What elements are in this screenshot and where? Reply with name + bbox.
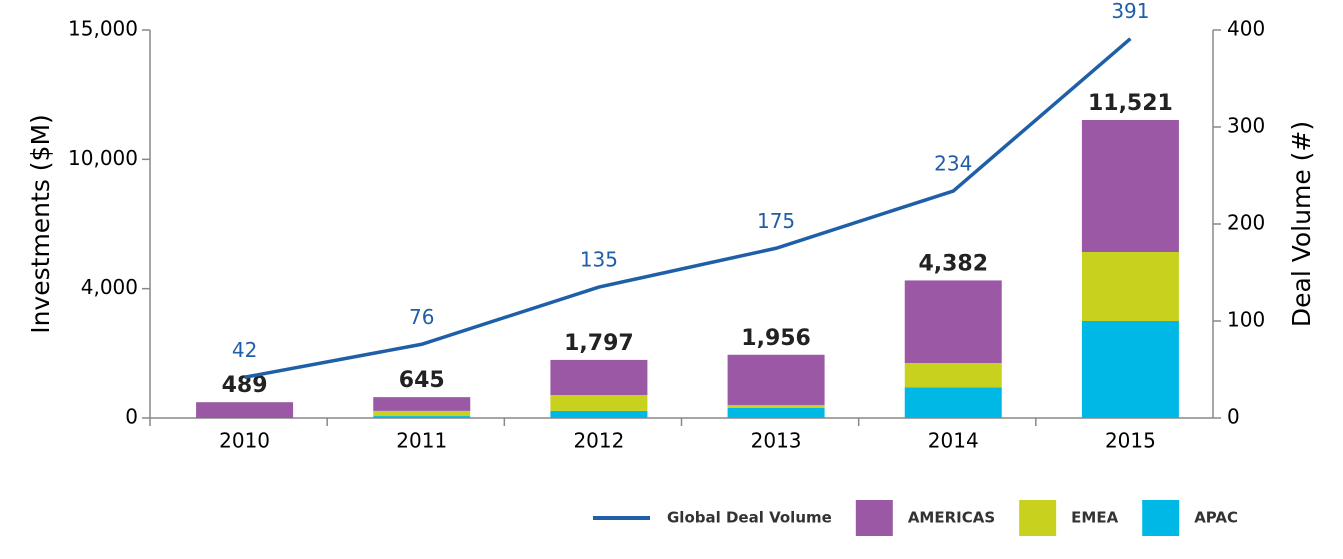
line-value-label: 175 (757, 209, 795, 233)
x-tick-label: 2012 (573, 429, 624, 453)
bar-segment (373, 397, 471, 411)
y-tick-label: 4,000 (81, 275, 138, 299)
bar-segment (904, 280, 1002, 364)
legend-label: Global Deal Volume (667, 509, 832, 527)
y2-tick-label: 300 (1227, 114, 1265, 138)
total-label: 1,956 (741, 326, 811, 351)
line-value-label: 234 (934, 152, 972, 176)
line-value-label: 135 (580, 248, 618, 272)
bar-segment (727, 405, 825, 408)
x-tick-label: 2015 (1105, 429, 1156, 453)
y2-tick-label: 0 (1227, 405, 1240, 429)
x-tick-label: 2014 (928, 429, 979, 453)
x-tick-label: 2010 (219, 429, 270, 453)
legend-swatch (1142, 500, 1180, 536)
y-axis-label: Investments ($M) (26, 114, 55, 334)
total-label: 1,797 (564, 331, 634, 356)
legend-swatch (1019, 500, 1057, 536)
bar-segment (550, 410, 648, 418)
line (244, 37, 1132, 379)
bar-segment (727, 407, 825, 418)
total-label: 4,382 (918, 251, 988, 276)
line-value-label: 391 (1111, 0, 1149, 23)
total-label: 11,521 (1088, 91, 1173, 116)
line-value-label: 42 (232, 338, 257, 362)
bar-segment (550, 395, 648, 411)
legend-label: EMEA (1071, 509, 1118, 527)
line-value-label: 76 (409, 305, 434, 329)
bar-segment (904, 363, 1002, 388)
bar-segment (727, 354, 825, 406)
y2-tick-label: 100 (1227, 308, 1265, 332)
total-label: 645 (399, 368, 445, 393)
y-tick-label: 0 (125, 405, 138, 429)
y2-tick-label: 200 (1227, 211, 1265, 235)
bar-segment (373, 410, 471, 417)
bar-segment (373, 416, 471, 418)
bar-segment (196, 402, 294, 418)
x-tick-label: 2011 (396, 429, 447, 453)
legend-swatch (855, 500, 893, 536)
bar-segment (1081, 252, 1179, 321)
y2-tick-label: 400 (1227, 17, 1265, 41)
legend-label: APAC (1194, 509, 1238, 527)
bar-segment (904, 387, 1002, 418)
y2-axis-label: Deal Volume (#) (1287, 121, 1316, 327)
bar-segment (550, 359, 648, 396)
y-tick-label: 10,000 (68, 146, 138, 170)
legend-label: AMERICAS (908, 509, 995, 527)
total-label: 489 (222, 373, 268, 398)
bar-segment (1081, 321, 1179, 418)
x-tick-label: 2013 (751, 429, 802, 453)
y-tick-label: 15,000 (68, 17, 138, 41)
bar-segment (1081, 119, 1179, 253)
